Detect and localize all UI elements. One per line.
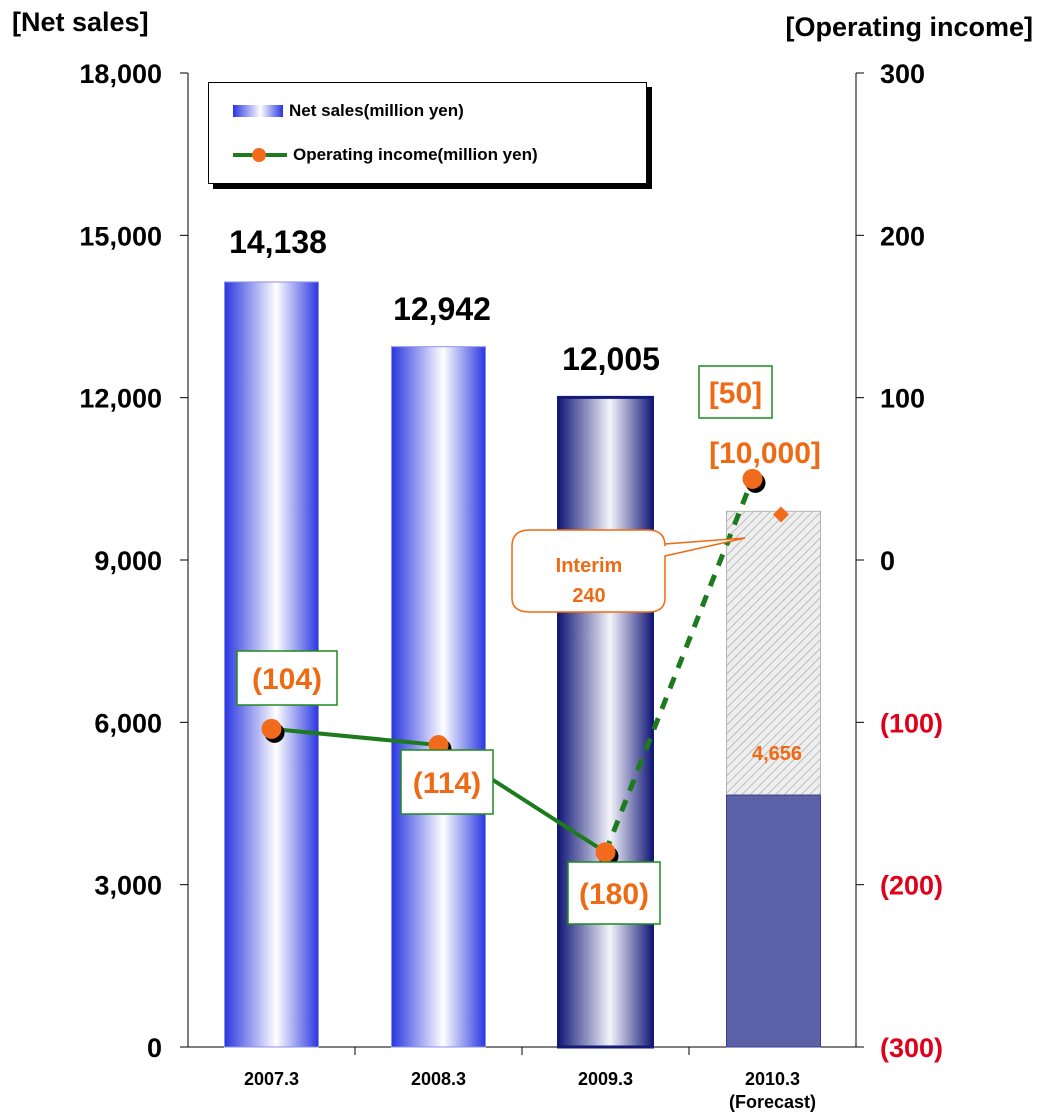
x-axis-tick-label: 2008.3 xyxy=(411,1069,466,1089)
legend-entry-operating-income: Operating income(million yen) xyxy=(233,143,538,167)
right-axis-tick-label: (100) xyxy=(880,708,943,738)
forecast-bar-remainder xyxy=(726,510,821,796)
x-axis-tick-label: 2009.3 xyxy=(578,1069,633,1089)
bar-value-label: 12,005 xyxy=(562,341,660,377)
left-axis-tick-label: 3,000 xyxy=(94,871,162,901)
bar-2010-3-actual xyxy=(726,794,821,1048)
operating-income-value-label: (104) xyxy=(252,663,322,696)
operating-income-marker xyxy=(261,718,282,739)
left-axis-tick-label: 18,000 xyxy=(79,59,162,89)
legend-label-net-sales: Net sales(million yen) xyxy=(289,101,464,120)
interim-callout xyxy=(511,529,746,613)
right-axis-tick-label: 0 xyxy=(880,546,895,576)
operating-income-label-box xyxy=(698,365,773,419)
legend-swatch-operating-income xyxy=(233,143,287,167)
bar-value-label: 12,942 xyxy=(393,291,491,327)
operating-income-value-label: (114) xyxy=(413,767,481,800)
interim-marker xyxy=(773,506,789,523)
legend-entry-net-sales: Net sales(million yen) xyxy=(233,99,464,123)
right-axis-title: [Operating income] xyxy=(785,12,1033,42)
operating-income-value-label: [50] xyxy=(709,377,762,410)
legend-swatch-net-sales xyxy=(233,105,283,117)
interim-callout-value: 240 xyxy=(572,585,605,607)
x-axis-tick-label: 2007.3 xyxy=(244,1069,299,1089)
operating-income-label-box xyxy=(567,861,661,925)
x-axis-tick-label: 2010.3 xyxy=(745,1069,800,1089)
operating-income-value-label: (180) xyxy=(579,878,649,911)
left-axis-tick-label: 0 xyxy=(147,1033,162,1063)
left-axis-tick-label: 12,000 xyxy=(79,384,162,414)
bar-2008-3 xyxy=(391,346,486,1048)
forecast-sales-label: [10,000] xyxy=(709,437,821,470)
right-axis-tick-label: 300 xyxy=(880,59,925,89)
bar-value-label: 14,138 xyxy=(229,224,327,260)
operating-income-label-box xyxy=(236,650,338,706)
x-axis-tick-sublabel: (Forecast) xyxy=(729,1092,816,1112)
right-axis-tick-label: 100 xyxy=(880,384,925,414)
chart-legend: Net sales(million yen) Operating income(… xyxy=(208,82,647,184)
legend-label-operating-income: Operating income(million yen) xyxy=(293,145,538,164)
bar-value-label: 4,656 xyxy=(752,743,802,765)
left-axis-tick-label: 9,000 xyxy=(94,546,162,576)
interim-callout-label: Interim xyxy=(556,555,623,577)
right-axis-tick-label: (300) xyxy=(880,1033,943,1063)
operating-income-marker xyxy=(742,468,763,489)
left-axis-tick-label: 15,000 xyxy=(79,221,162,251)
operating-income-label-box xyxy=(400,749,494,815)
left-axis-tick-label: 6,000 xyxy=(94,708,162,738)
left-axis-title: [Net sales] xyxy=(12,7,149,37)
right-axis-tick-label: (200) xyxy=(880,871,943,901)
operating-income-marker xyxy=(595,842,616,863)
right-axis-tick-label: 200 xyxy=(880,221,925,251)
bar-2009-3 xyxy=(557,395,654,1049)
